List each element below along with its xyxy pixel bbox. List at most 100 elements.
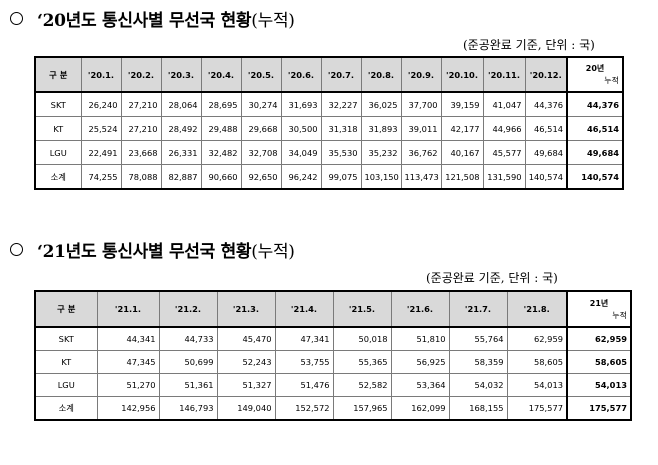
cumulative-cell: 49,684 xyxy=(566,140,624,165)
title-2021-text: ‘21년도 통신사별 무선국 현황 xyxy=(37,242,252,262)
note-2020: (준공완료 기준, 단위 : 국) xyxy=(463,38,595,52)
header-month-cell: '21.2. xyxy=(158,290,218,328)
value-cell: 46,514 xyxy=(524,116,568,141)
value-cell: 26,331 xyxy=(160,140,202,165)
value-cell: 28,695 xyxy=(200,91,242,117)
value-cell: 175,577 xyxy=(506,396,568,421)
cumulative-cell: 62,959 xyxy=(566,326,632,351)
header-cumulative-cell: 20년 누적 xyxy=(566,56,624,93)
value-cell: 146,793 xyxy=(158,396,218,421)
header-month-cell: '21.4. xyxy=(274,290,334,328)
value-cell: 47,345 xyxy=(96,350,160,374)
header-cumulative-label: 누적 xyxy=(612,310,627,320)
table-row: SKT 44,341 44,733 45,470 47,341 50,018 51,810 5… xyxy=(34,326,632,351)
value-cell: 52,243 xyxy=(216,350,276,374)
title-2021-suffix: (누적) xyxy=(251,242,295,262)
value-cell: 55,365 xyxy=(332,350,392,374)
header-month-cell: '20.5. xyxy=(240,56,282,93)
value-cell: 31,893 xyxy=(360,116,402,141)
row-label-cell: SKT xyxy=(34,326,98,351)
header-month-cell: '21.8. xyxy=(506,290,568,328)
value-cell: 54,032 xyxy=(448,373,508,397)
header-month-cell: '20.10. xyxy=(440,56,484,93)
value-cell: 54,013 xyxy=(506,373,568,397)
row-label-cell: LGU xyxy=(34,373,98,397)
value-cell: 78,088 xyxy=(120,164,162,190)
value-cell: 113,473 xyxy=(400,164,442,190)
value-cell: 58,359 xyxy=(448,350,508,374)
title-2021: ‘21년도 통신사별 무선국 현황(누적) xyxy=(10,237,295,262)
value-cell: 44,341 xyxy=(96,326,160,351)
value-cell: 44,966 xyxy=(482,116,526,141)
value-cell: 49,684 xyxy=(524,140,568,165)
header-month-cell: '21.7. xyxy=(448,290,508,328)
value-cell: 168,155 xyxy=(448,396,508,421)
value-cell: 92,650 xyxy=(240,164,282,190)
value-cell: 56,925 xyxy=(390,350,450,374)
header-cumulative-year: 20년 xyxy=(585,64,605,73)
value-cell: 99,075 xyxy=(320,164,362,190)
value-cell: 50,018 xyxy=(332,326,392,351)
value-cell: 36,025 xyxy=(360,91,402,117)
value-cell: 29,668 xyxy=(240,116,282,141)
value-cell: 44,733 xyxy=(158,326,218,351)
header-month-cell: '21.3. xyxy=(216,290,276,328)
cumulative-cell: 46,514 xyxy=(566,116,624,141)
table-row: KT 47,345 50,699 52,243 53,755 55,365 56,925 58… xyxy=(34,350,632,374)
value-cell: 52,582 xyxy=(332,373,392,397)
value-cell: 140,574 xyxy=(524,164,568,190)
value-cell: 35,530 xyxy=(320,140,362,165)
value-cell: 31,318 xyxy=(320,116,362,141)
value-cell: 47,341 xyxy=(274,326,334,351)
header-month-cell: '20.2. xyxy=(120,56,162,93)
title-2020: ‘20년도 통신사별 무선국 현황(누적) xyxy=(10,6,295,31)
value-cell: 142,956 xyxy=(96,396,160,421)
value-cell: 37,700 xyxy=(400,91,442,117)
row-label-cell: 소계 xyxy=(34,164,82,190)
value-cell: 51,476 xyxy=(274,373,334,397)
header-label-cell: 구 분 xyxy=(34,56,82,93)
value-cell: 32,227 xyxy=(320,91,362,117)
cumulative-cell: 58,605 xyxy=(566,350,632,374)
header-month-cell: '20.9. xyxy=(400,56,442,93)
cumulative-cell: 175,577 xyxy=(566,396,632,421)
header-row: 구 분 '20.1. '20.2. '20.3. '20.4. '20.5. '20.6. '… xyxy=(34,56,624,93)
note-2021: (준공완료 기준, 단위 : 국) xyxy=(426,271,558,285)
value-cell: 28,492 xyxy=(160,116,202,141)
title-2020-suffix: (누적) xyxy=(251,11,295,31)
table-row: KT 25,524 27,210 28,492 29,488 29,668 30,500 31… xyxy=(34,116,624,141)
header-cumulative-year: 21년 xyxy=(589,298,609,308)
value-cell: 62,959 xyxy=(506,326,568,351)
value-cell: 131,590 xyxy=(482,164,526,190)
cumulative-cell: 140,574 xyxy=(566,164,624,190)
value-cell: 51,270 xyxy=(96,373,160,397)
value-cell: 96,242 xyxy=(280,164,322,190)
table-row: SKT 26,240 27,210 28,064 28,695 30,274 31,693 3… xyxy=(34,91,624,117)
value-cell: 32,482 xyxy=(200,140,242,165)
value-cell: 29,488 xyxy=(200,116,242,141)
header-month-cell: '20.12. xyxy=(524,56,568,93)
value-cell: 35,232 xyxy=(360,140,402,165)
value-cell: 30,500 xyxy=(280,116,322,141)
header-cumulative-cell: 21년 누적 xyxy=(566,290,632,328)
value-cell: 25,524 xyxy=(80,116,122,141)
header-month-cell: '20.4. xyxy=(200,56,242,93)
value-cell: 39,159 xyxy=(440,91,484,117)
value-cell: 149,040 xyxy=(216,396,276,421)
value-cell: 53,755 xyxy=(274,350,334,374)
value-cell: 51,810 xyxy=(390,326,450,351)
header-month-cell: '20.3. xyxy=(160,56,202,93)
table-row: LGU 51,270 51,361 51,327 51,476 52,582 53,364 5… xyxy=(34,373,632,397)
value-cell: 53,364 xyxy=(390,373,450,397)
value-cell: 58,605 xyxy=(506,350,568,374)
header-month-cell: '21.6. xyxy=(390,290,450,328)
value-cell: 40,167 xyxy=(440,140,484,165)
header-label-cell: 구 분 xyxy=(34,290,98,328)
value-cell: 32,708 xyxy=(240,140,282,165)
table-2020: 구 분 '20.1. '20.2. '20.3. '20.4. '20.5. '20.6. '… xyxy=(34,56,624,190)
value-cell: 45,470 xyxy=(216,326,276,351)
row-label-cell: LGU xyxy=(34,140,82,165)
header-month-cell: '21.1. xyxy=(96,290,160,328)
value-cell: 82,887 xyxy=(160,164,202,190)
value-cell: 103,150 xyxy=(360,164,402,190)
